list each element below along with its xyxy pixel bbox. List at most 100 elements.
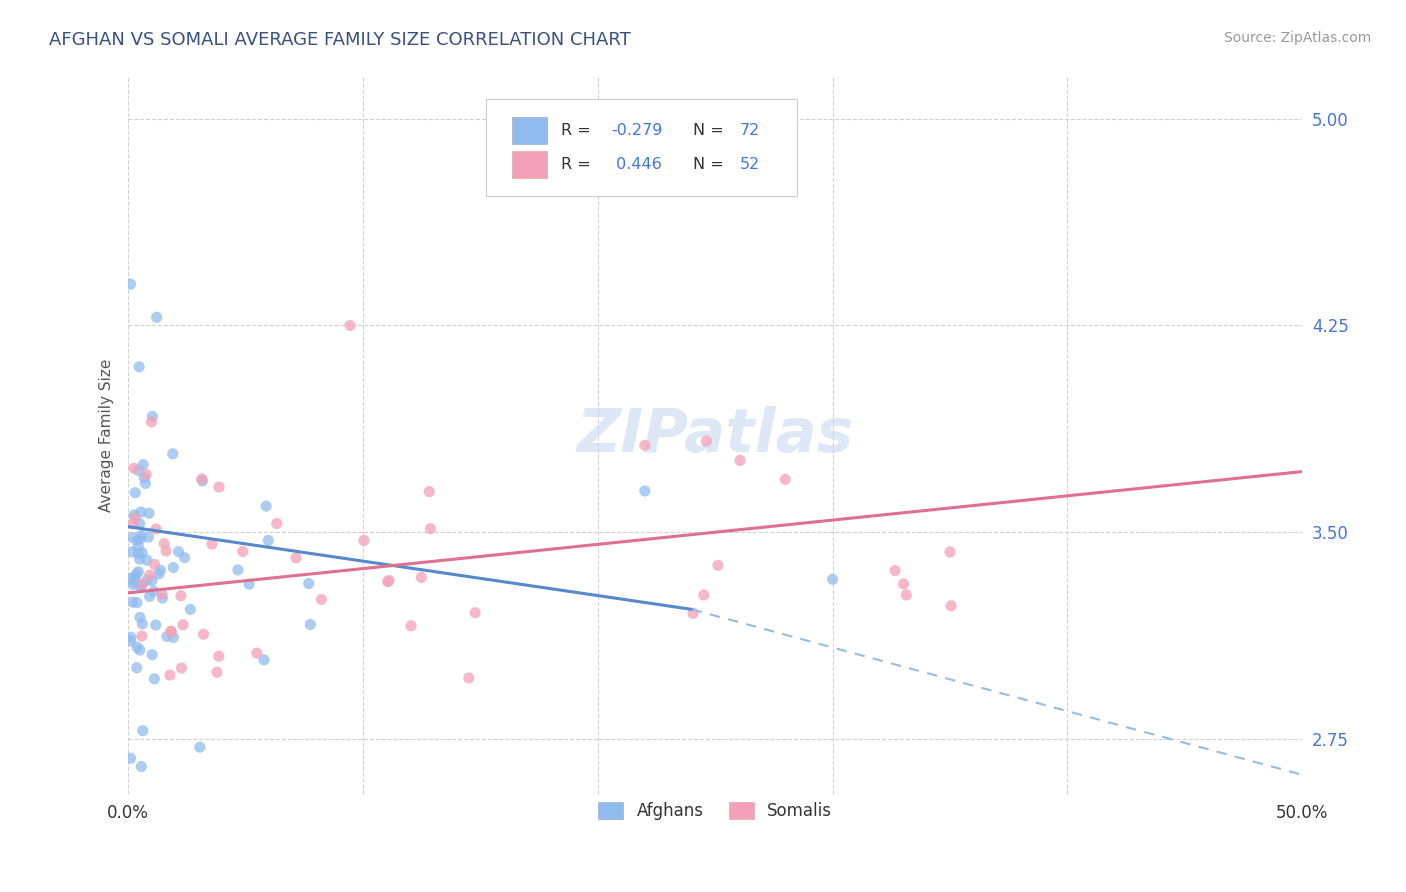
Point xyxy=(131,616,153,631)
Point xyxy=(457,671,479,685)
Text: N =: N = xyxy=(693,157,728,172)
Point xyxy=(125,661,148,675)
Point xyxy=(120,277,142,292)
Point xyxy=(190,472,212,486)
Point xyxy=(188,740,211,755)
Point xyxy=(418,484,440,499)
Point xyxy=(378,574,401,588)
Point xyxy=(136,573,159,587)
Point xyxy=(121,595,143,609)
Point xyxy=(145,310,167,325)
Point xyxy=(299,617,322,632)
Point xyxy=(143,672,166,686)
Point xyxy=(131,759,153,773)
Point xyxy=(254,499,277,513)
Point xyxy=(138,530,160,544)
Point xyxy=(129,528,152,542)
Point xyxy=(148,566,170,581)
Point xyxy=(201,537,224,551)
Point xyxy=(128,516,150,531)
Point xyxy=(141,409,163,424)
Point xyxy=(153,537,176,551)
Point xyxy=(134,470,156,484)
Point xyxy=(160,624,183,639)
Point xyxy=(127,533,149,548)
Point xyxy=(695,434,717,448)
Point xyxy=(125,596,148,610)
Point xyxy=(125,640,148,655)
Point xyxy=(682,607,704,621)
Point xyxy=(131,576,153,591)
Point xyxy=(884,564,907,578)
Point xyxy=(193,627,215,641)
Point xyxy=(205,665,228,680)
Point xyxy=(141,648,163,662)
Point xyxy=(939,545,962,559)
Point xyxy=(142,584,165,599)
Point xyxy=(134,476,156,491)
Point xyxy=(226,563,249,577)
Point xyxy=(122,516,145,531)
Point xyxy=(162,631,184,645)
Point xyxy=(136,553,159,567)
Point xyxy=(145,522,167,536)
Point xyxy=(162,447,184,461)
Point xyxy=(896,588,918,602)
Point xyxy=(125,567,148,582)
Point xyxy=(893,577,915,591)
Point xyxy=(353,533,375,548)
Point xyxy=(120,630,142,644)
Point xyxy=(246,646,269,660)
Point xyxy=(311,592,333,607)
Point xyxy=(179,602,201,616)
Point xyxy=(132,458,155,472)
Point xyxy=(124,574,146,589)
Point xyxy=(127,539,149,553)
Text: 0.446: 0.446 xyxy=(610,157,661,172)
Point xyxy=(399,619,422,633)
Point xyxy=(132,723,155,738)
Point xyxy=(152,591,174,606)
Legend: Afghans, Somalis: Afghans, Somalis xyxy=(593,797,837,825)
Y-axis label: Average Family Size: Average Family Size xyxy=(100,359,114,512)
Point xyxy=(173,550,195,565)
Point xyxy=(170,661,193,675)
Point xyxy=(411,570,433,584)
Text: ZIPatlas: ZIPatlas xyxy=(576,406,853,466)
Point xyxy=(121,545,143,559)
Point xyxy=(285,550,308,565)
Point xyxy=(124,485,146,500)
Text: 52: 52 xyxy=(740,157,761,172)
Point xyxy=(128,463,150,477)
Point xyxy=(128,359,150,374)
Point xyxy=(122,461,145,475)
Point xyxy=(634,438,657,452)
Point xyxy=(131,629,153,643)
Point xyxy=(121,531,143,545)
Point xyxy=(266,516,288,531)
Point xyxy=(464,606,486,620)
Point xyxy=(162,560,184,574)
Point xyxy=(238,577,260,591)
Text: R =: R = xyxy=(561,157,596,172)
Point xyxy=(124,570,146,584)
Point xyxy=(122,577,145,591)
Point xyxy=(128,552,150,566)
Point xyxy=(141,415,163,429)
Point xyxy=(257,533,280,548)
Point xyxy=(821,572,844,586)
Point xyxy=(129,610,152,624)
Point xyxy=(208,649,231,664)
Point xyxy=(298,576,321,591)
Point xyxy=(693,588,716,602)
Point xyxy=(728,453,751,467)
Text: R =: R = xyxy=(561,123,596,138)
Text: N =: N = xyxy=(693,123,728,138)
Point xyxy=(707,558,730,573)
Point xyxy=(129,532,152,546)
Text: Source: ZipAtlas.com: Source: ZipAtlas.com xyxy=(1223,31,1371,45)
Text: -0.279: -0.279 xyxy=(610,123,662,138)
Point xyxy=(208,480,231,494)
Point xyxy=(120,751,142,765)
Point xyxy=(159,668,181,682)
